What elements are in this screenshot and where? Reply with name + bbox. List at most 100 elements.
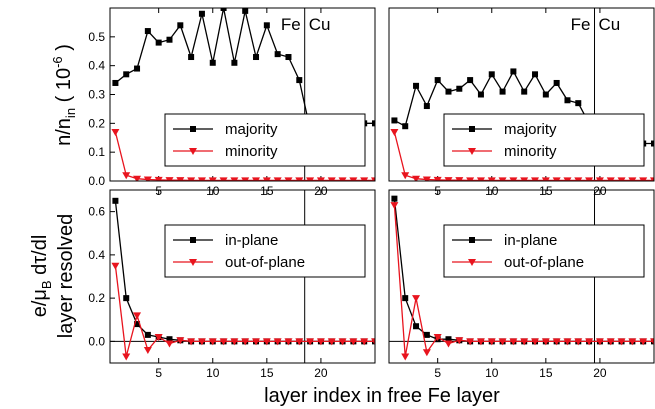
data-point-majority <box>488 71 495 78</box>
data-point-out-of-plane <box>111 262 120 270</box>
legend: majority minority <box>443 113 645 167</box>
data-point-minority <box>154 176 163 181</box>
data-point-minority <box>628 177 637 181</box>
data-point-minority <box>327 177 336 181</box>
data-point-majority <box>564 97 571 104</box>
data-point-minority <box>219 177 228 181</box>
data-point-majority <box>274 51 281 58</box>
plot-area <box>390 195 654 361</box>
data-point-minority <box>273 177 282 181</box>
y-tick-label: 0.4 <box>88 248 105 262</box>
data-point-in-plane <box>134 321 141 328</box>
legend-marker <box>468 259 476 266</box>
y-axis-label-top: n/nin ( 10-6 ) <box>50 44 78 146</box>
data-point-majority <box>155 39 162 46</box>
y-tick-label: 0.5 <box>88 30 105 44</box>
x-tick-label: 20 <box>593 366 607 380</box>
data-point-in-plane <box>166 336 173 343</box>
data-point-majority <box>372 120 375 127</box>
panels: 5 10 15 20 0.0 0.1 0.2 0.3 0.4 0.5 Fe Cu majority min… <box>88 7 655 380</box>
y-tick-label: 0.1 <box>88 145 105 159</box>
legend-label: out-of-plane <box>504 254 584 271</box>
data-point-minority <box>338 177 347 181</box>
legend-marker <box>189 259 197 266</box>
data-point-minority <box>165 177 174 181</box>
data-point-majority <box>231 59 238 66</box>
panel-top-right: 5101520FeCumajorityminority <box>388 7 655 198</box>
data-point-minority <box>390 128 399 136</box>
data-point-majority <box>263 22 270 29</box>
legend-label: minority <box>225 143 278 160</box>
data-point-out-of-plane <box>316 338 325 346</box>
data-point-out-of-plane <box>360 338 369 346</box>
data-point-out-of-plane <box>133 312 142 320</box>
axes-frame <box>109 189 376 364</box>
data-point-out-of-plane <box>349 338 358 346</box>
data-point-majority <box>123 71 130 78</box>
data-point-minority <box>197 177 206 181</box>
axes-frame <box>388 7 655 182</box>
plot-area <box>111 197 375 361</box>
data-point-minority <box>639 177 648 181</box>
data-point-minority <box>360 177 369 181</box>
data-point-out-of-plane <box>230 338 239 346</box>
data-point-minority <box>241 177 250 181</box>
data-point-out-of-plane <box>306 338 315 346</box>
legend-marker <box>189 148 197 155</box>
data-point-majority <box>651 140 654 147</box>
data-point-minority <box>466 177 475 181</box>
data-point-minority <box>176 177 185 181</box>
y-tick-label: 0.0 <box>88 174 105 188</box>
data-point-majority <box>434 77 441 84</box>
data-point-majority <box>209 59 216 66</box>
data-point-majority <box>445 88 452 95</box>
data-point-out-of-plane <box>509 338 518 346</box>
data-point-out-of-plane <box>433 334 442 342</box>
data-point-majority <box>198 10 205 17</box>
data-point-minority <box>208 177 217 181</box>
legend: in-plane out-of-plane <box>443 224 645 278</box>
legend-marker <box>468 148 476 155</box>
x-tick-label: 10 <box>485 366 499 380</box>
data-point-minority <box>422 176 431 181</box>
interface-label-cu: Cu <box>599 15 621 34</box>
data-point-in-plane <box>391 195 398 202</box>
y-tick-label: 0.4 <box>88 59 105 73</box>
data-point-majority <box>413 82 420 89</box>
data-point-minority <box>433 176 442 181</box>
data-point-minority <box>306 177 315 181</box>
interface-label-cu: Cu <box>309 15 331 34</box>
data-point-majority <box>532 71 539 78</box>
legend-marker <box>469 126 475 132</box>
data-point-out-of-plane <box>531 338 540 346</box>
panel-top-left: 51015200.00.10.20.30.40.5FeCumajoritymin… <box>88 7 376 198</box>
data-point-minority <box>476 177 485 181</box>
data-point-out-of-plane <box>498 338 507 346</box>
data-point-out-of-plane <box>520 338 529 346</box>
data-point-in-plane <box>445 336 452 343</box>
data-point-majority <box>391 117 398 124</box>
data-point-majority <box>521 88 528 95</box>
data-point-out-of-plane <box>327 338 336 346</box>
data-point-out-of-plane <box>371 338 375 346</box>
data-point-in-plane <box>423 331 430 338</box>
legend-label: in-plane <box>225 232 278 249</box>
data-point-out-of-plane <box>284 338 293 346</box>
data-point-minority <box>487 177 496 181</box>
data-point-minority <box>252 177 261 181</box>
legend-frame <box>443 113 645 167</box>
data-point-minority <box>230 177 239 181</box>
data-point-minority <box>295 177 304 181</box>
y-tick-label: 0.3 <box>88 88 105 102</box>
x-tick-label: 5 <box>434 366 441 380</box>
series-line-majority <box>115 8 375 131</box>
data-point-minority <box>133 175 142 181</box>
data-point-minority <box>412 175 421 181</box>
data-point-minority <box>585 177 594 181</box>
data-point-out-of-plane <box>574 338 583 346</box>
legend-frame <box>443 224 645 278</box>
x-tick-label: 15 <box>539 366 553 380</box>
data-point-out-of-plane <box>252 338 261 346</box>
legend: majority minority <box>164 113 366 167</box>
data-point-out-of-plane <box>176 337 185 345</box>
